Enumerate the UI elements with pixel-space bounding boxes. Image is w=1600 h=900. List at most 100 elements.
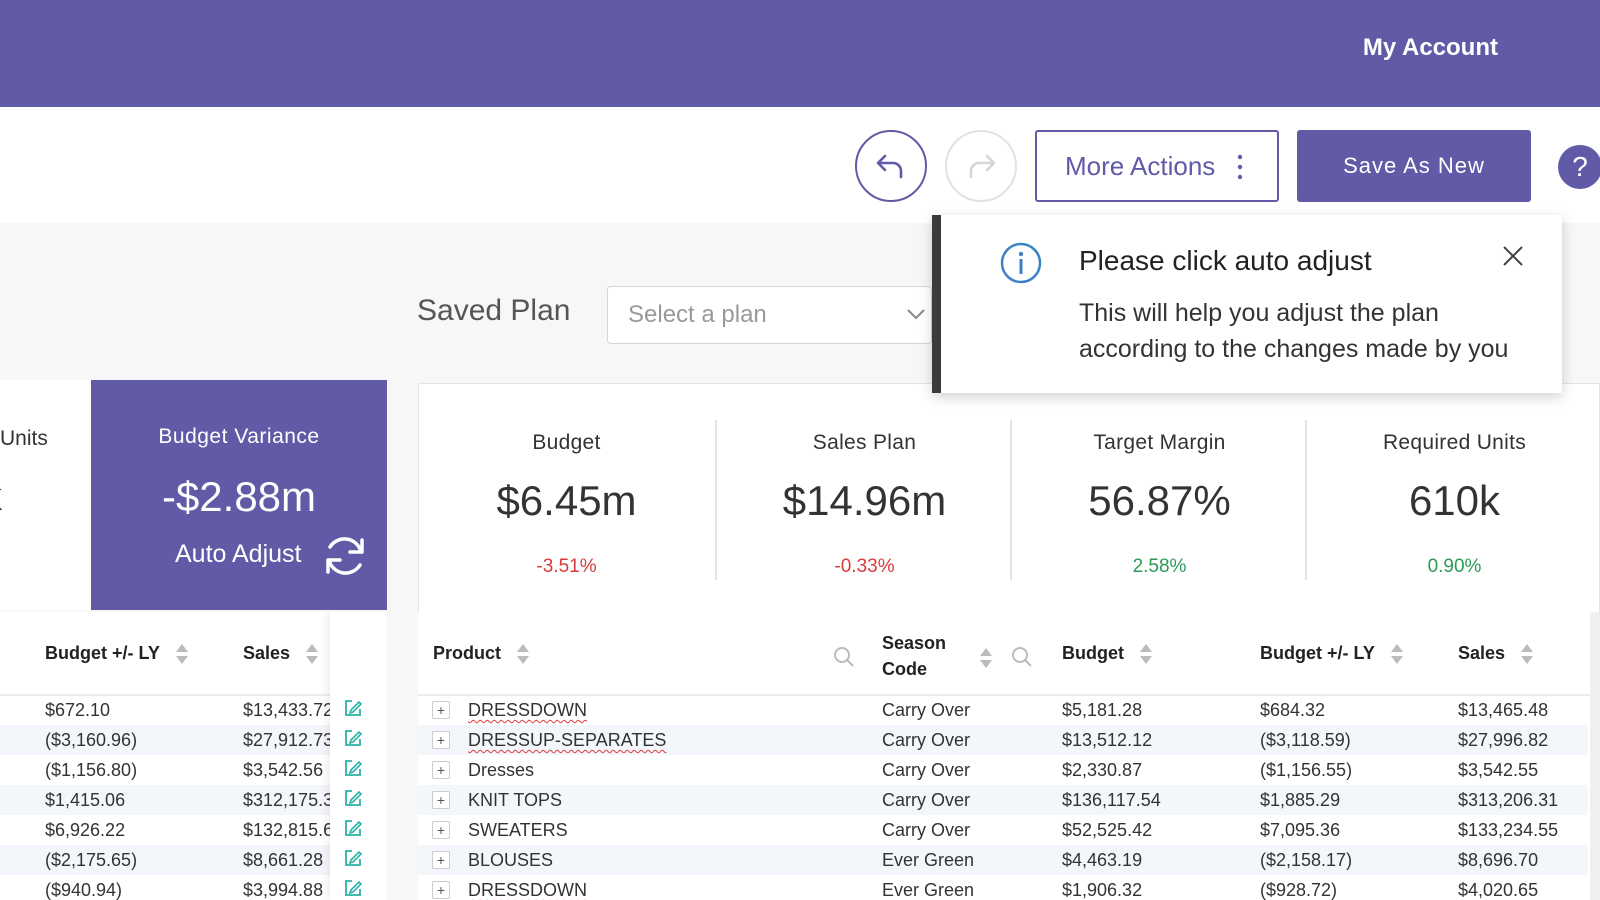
- sort-icon[interactable]: [1139, 642, 1153, 666]
- season-cell: Ever Green: [882, 850, 975, 870]
- metric-target-margin: Target Margin 56.87% 2.58%: [1012, 384, 1307, 614]
- product-cell: SWEATERS: [468, 820, 568, 840]
- column-header-product[interactable]: Product: [433, 642, 530, 666]
- budget-ly-cell: ($2,158.17): [1260, 850, 1353, 870]
- sales-cell: $3,542.55: [1458, 760, 1539, 780]
- cell: ($1,156.80): [45, 760, 138, 780]
- metric-required-units: Required Units 610k 0.90%: [1307, 384, 1600, 614]
- budget-ly-cell: ($3,118.59): [1260, 730, 1351, 750]
- sort-icon[interactable]: [979, 646, 993, 670]
- more-actions-button[interactable]: More Actions: [1035, 130, 1279, 202]
- save-as-new-button[interactable]: Save As New: [1297, 130, 1531, 202]
- budget-cell: $52,525.42: [1062, 820, 1153, 840]
- column-header-budget[interactable]: Budget: [1062, 642, 1153, 666]
- units-card-value: k: [0, 475, 2, 520]
- search-icon[interactable]: [833, 646, 855, 668]
- info-icon: [1000, 242, 1042, 284]
- product-cell: Dresses: [468, 760, 535, 780]
- edit-icon[interactable]: [343, 788, 363, 808]
- product-cell: DRESSDOWN: [468, 880, 588, 900]
- budget-cell: $2,330.87: [1062, 760, 1143, 780]
- expand-row-button[interactable]: +: [432, 761, 450, 779]
- column-header-sales[interactable]: Sales: [1458, 642, 1534, 666]
- cell: ($2,175.65): [45, 850, 138, 870]
- edit-icon[interactable]: [343, 728, 363, 748]
- expand-row-button[interactable]: +: [432, 881, 450, 899]
- metric-label: Target Margin: [1093, 431, 1226, 454]
- vertical-scrollbar[interactable]: [1590, 612, 1600, 900]
- budget-ly-cell: $1,885.29: [1260, 790, 1341, 810]
- cell: $312,175.3: [243, 790, 330, 810]
- edit-icon[interactable]: [343, 758, 363, 778]
- budget-ly-cell: ($1,156.55): [1260, 760, 1353, 780]
- expand-row-button[interactable]: +: [432, 791, 450, 809]
- expand-row-button[interactable]: +: [432, 701, 450, 719]
- refresh-icon[interactable]: [321, 532, 369, 580]
- column-header-season-code[interactable]: Season Code: [882, 630, 946, 682]
- edit-icon[interactable]: [343, 878, 363, 898]
- table-row: + DRESSDOWN Ever Green $1,906.32 ($928.7…: [418, 875, 1588, 900]
- my-account-link[interactable]: My Account: [1362, 34, 1498, 61]
- more-actions-label: More Actions: [1065, 150, 1216, 181]
- search-icon[interactable]: [1011, 646, 1033, 668]
- budget-cell: $5,181.28: [1062, 700, 1143, 720]
- table-row: + DRESSUP-SEPARATES Carry Over $13,512.1…: [418, 725, 1588, 755]
- help-button[interactable]: ?: [1558, 145, 1600, 189]
- season-cell: Carry Over: [882, 700, 971, 720]
- edit-icon[interactable]: [343, 818, 363, 838]
- chevron-down-icon: [907, 309, 925, 320]
- budget-ly-cell: ($928.72): [1260, 880, 1338, 900]
- column-header-budget-ly[interactable]: Budget +/- LY: [1260, 642, 1404, 666]
- metric-change: -3.51%: [536, 556, 597, 577]
- toast-title: Please click auto adjust: [1079, 245, 1372, 276]
- cell: $3,542.56: [243, 760, 324, 780]
- metric-value: $6.45m: [496, 477, 637, 524]
- redo-button[interactable]: [945, 130, 1017, 202]
- budget-cell: $136,117.54: [1062, 790, 1161, 810]
- metric-divider: [715, 420, 717, 580]
- expand-row-button[interactable]: +: [432, 731, 450, 749]
- metric-value: 610k: [1408, 477, 1501, 524]
- kebab-menu-icon: [1237, 154, 1243, 180]
- column-header-sales[interactable]: Sales: [243, 642, 319, 666]
- budget-cell: $13,512.12: [1062, 730, 1153, 750]
- column-header-label: Product: [433, 642, 502, 663]
- sort-icon[interactable]: [305, 642, 319, 666]
- saved-plan-select[interactable]: Select a plan: [607, 286, 932, 344]
- auto-adjust-button[interactable]: Auto Adjust: [175, 540, 302, 568]
- undo-button[interactable]: [855, 130, 927, 202]
- cell: $27,912.73: [243, 730, 330, 750]
- table-row: $1,415.06 $312,175.3: [0, 785, 330, 815]
- table-row: ($1,156.80) $3,542.56: [0, 755, 330, 785]
- edit-icon[interactable]: [343, 848, 363, 868]
- budget-variance-value: -$2.88m: [161, 473, 317, 520]
- metric-divider: [1010, 420, 1012, 580]
- close-icon[interactable]: [1502, 245, 1524, 267]
- column-header-label: Budget +/- LY: [1260, 642, 1375, 663]
- metric-divider: [1305, 420, 1307, 580]
- sort-icon[interactable]: [1390, 642, 1404, 666]
- metric-value: $14.96m: [782, 477, 947, 524]
- column-header-budget-ly[interactable]: Budget +/- LY: [45, 642, 189, 666]
- metrics-panel: Budget $6.45m -3.51% Sales Plan $14.96m …: [418, 383, 1600, 613]
- product-data-table: Product Season Code Budget Budget +/- LY…: [418, 612, 1600, 900]
- toast-message: This will help you adjust the plan accor…: [1079, 299, 1509, 363]
- expand-row-button[interactable]: +: [432, 821, 450, 839]
- cell: ($940.94): [45, 880, 123, 900]
- sales-cell: $13,465.48: [1458, 700, 1549, 720]
- table-row: ($3,160.96) $27,912.73: [0, 725, 330, 755]
- table-row: + BLOUSES Ever Green $4,463.19 ($2,158.1…: [418, 845, 1588, 875]
- sort-icon[interactable]: [175, 642, 189, 666]
- expand-row-button[interactable]: +: [432, 851, 450, 869]
- table-row: ($940.94) $3,994.88: [0, 875, 330, 900]
- metric-sales-plan: Sales Plan $14.96m -0.33%: [717, 384, 1012, 614]
- table-row: + DRESSDOWN Carry Over $5,181.28 $684.32…: [418, 695, 1588, 725]
- sales-cell: $8,696.70: [1458, 850, 1539, 870]
- sort-icon[interactable]: [1520, 642, 1534, 666]
- sort-icon[interactable]: [516, 642, 530, 666]
- header-divider: [418, 694, 1600, 696]
- sales-cell: $313,206.31: [1458, 790, 1559, 810]
- edit-icon[interactable]: [343, 698, 363, 718]
- metric-change: 2.58%: [1132, 556, 1187, 577]
- budget-variance-card: Budget Variance -$2.88m Auto Adjust: [91, 380, 387, 610]
